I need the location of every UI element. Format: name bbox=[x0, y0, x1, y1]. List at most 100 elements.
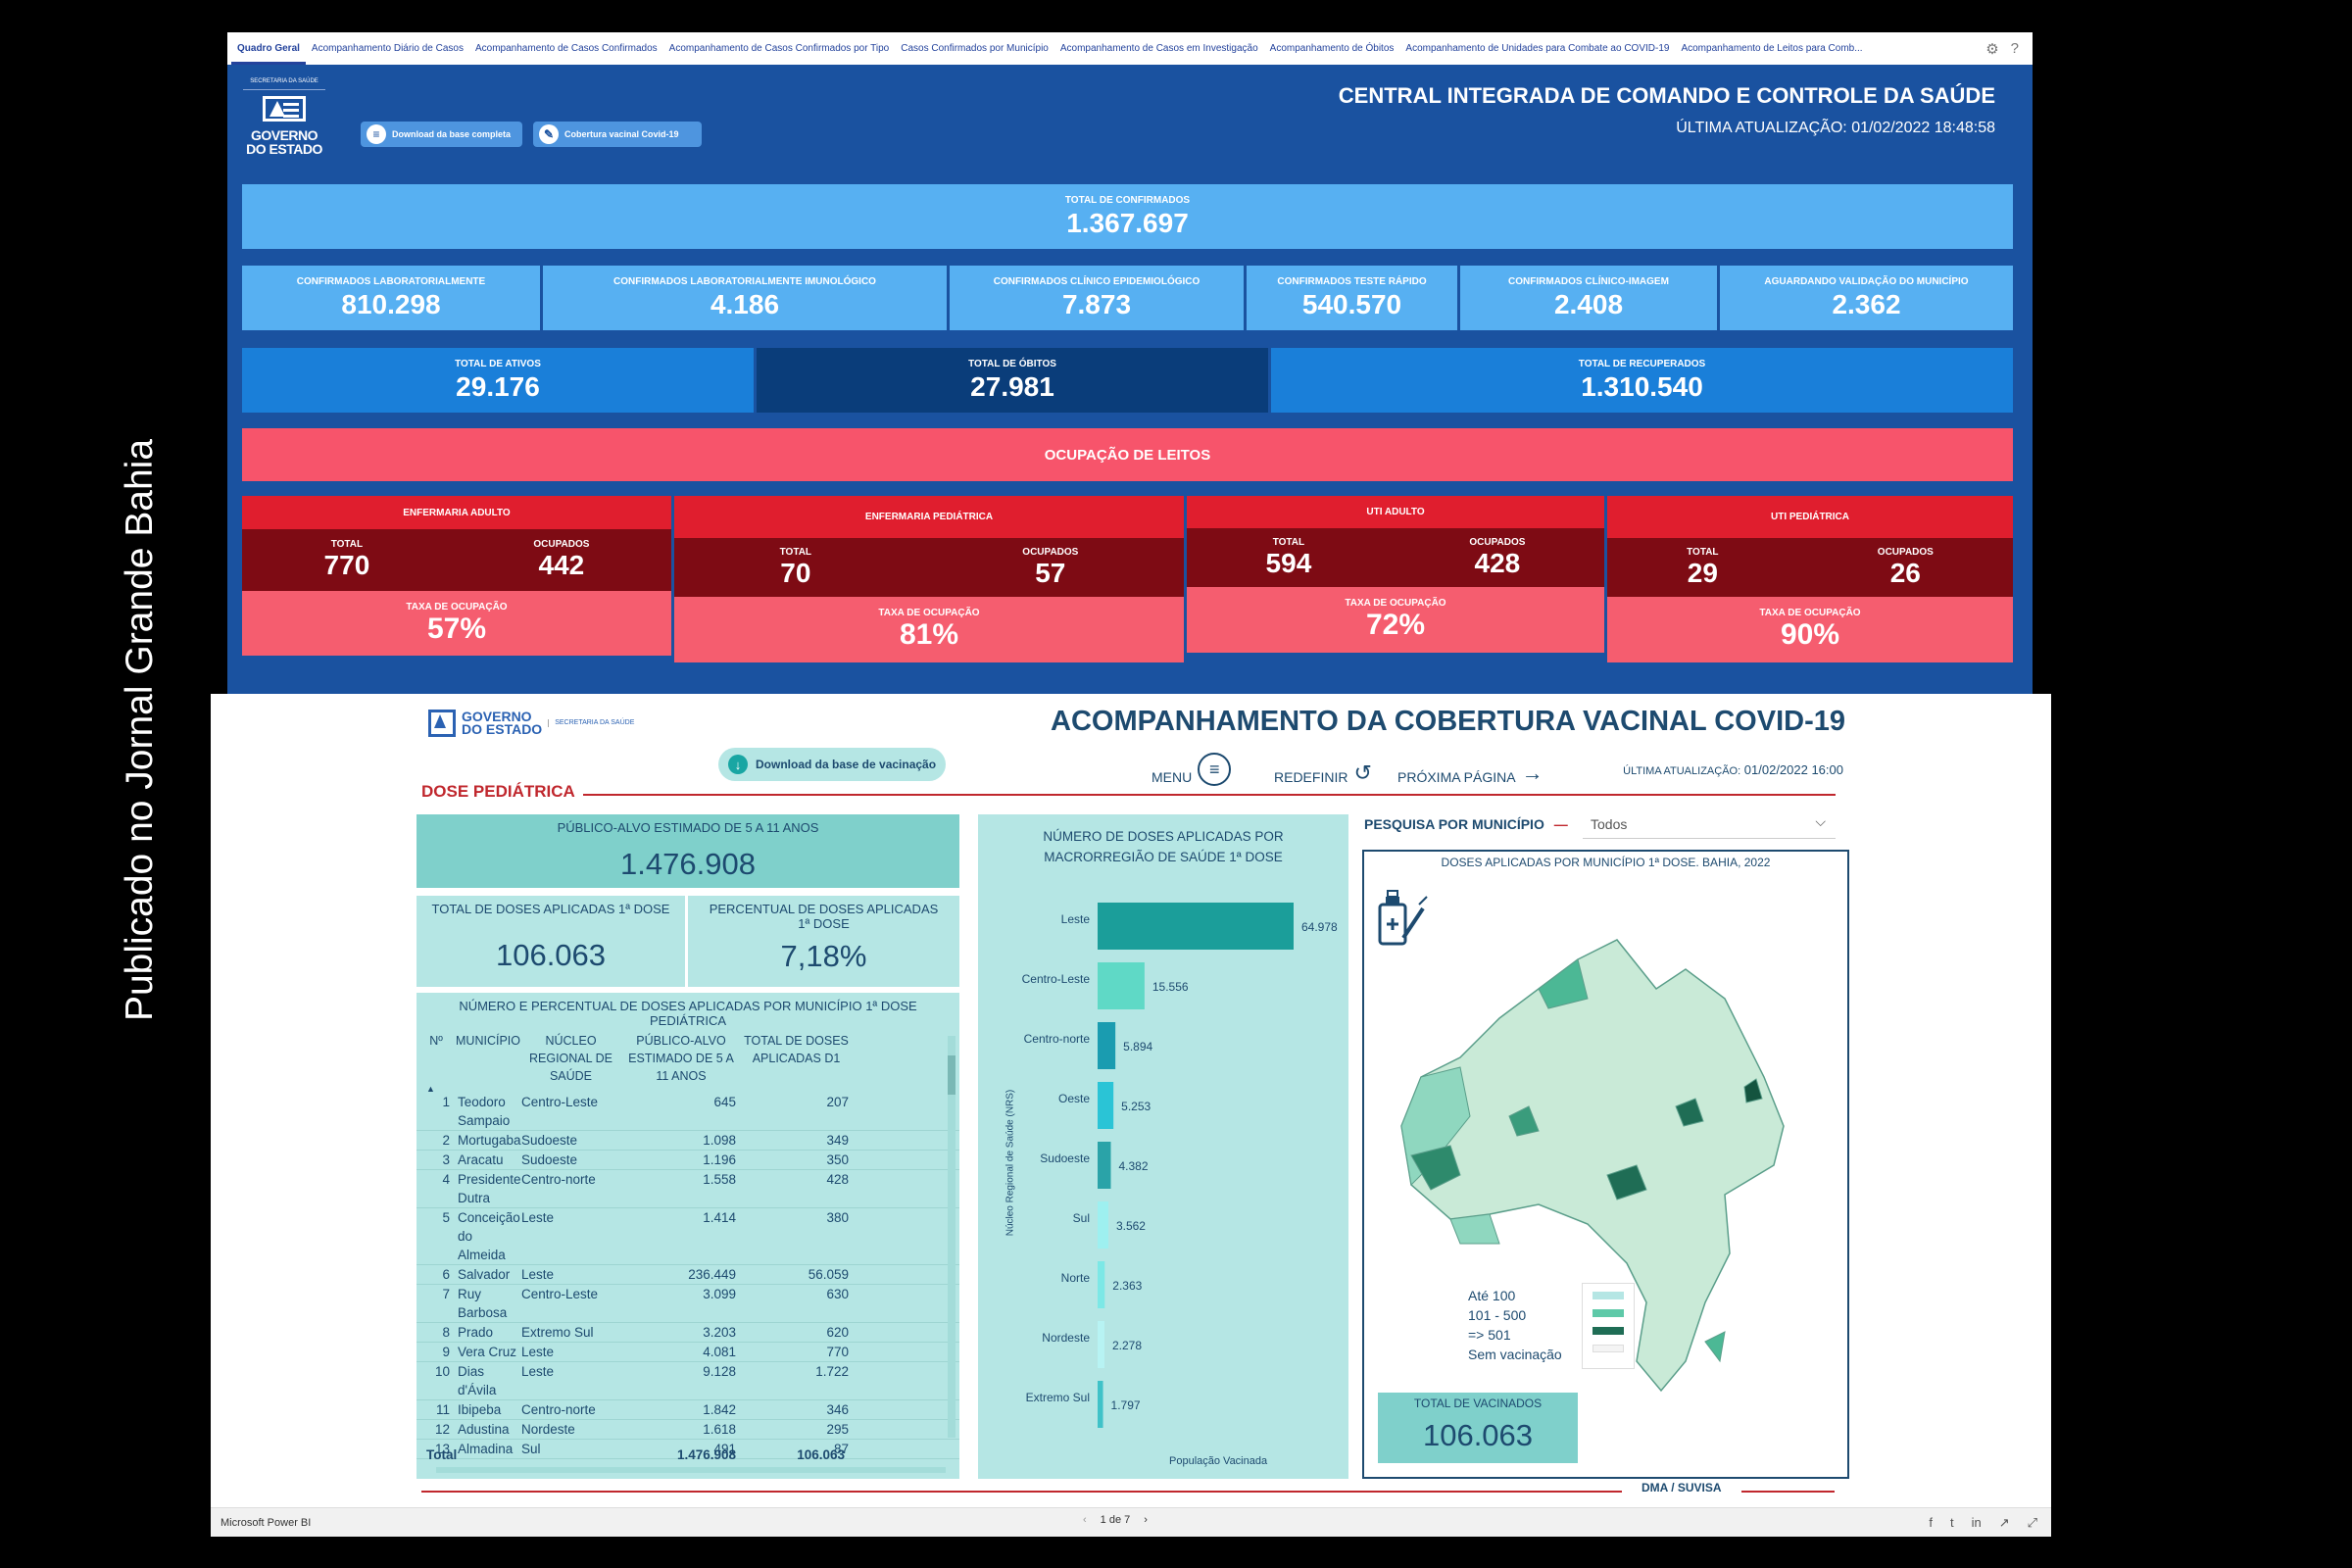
bed-card-uti-adulto: UTI ADULTO TOTAL 594 OCUPADOS 428 TAXA DE … bbox=[1187, 496, 1604, 653]
col-header[interactable]: MUNICÍPIO bbox=[456, 1034, 520, 1048]
facebook-icon[interactable]: f bbox=[1929, 1515, 1933, 1530]
linkedin-icon[interactable]: in bbox=[1971, 1515, 1982, 1530]
tab-item[interactable]: Acompanhamento de Leitos para Comb... bbox=[1681, 43, 1863, 54]
bar[interactable] bbox=[1098, 1201, 1108, 1249]
table-row[interactable]: 5 Conceição do Almeida Leste 1.414 380 bbox=[416, 1208, 959, 1265]
row-number: 6 bbox=[442, 1267, 450, 1282]
row-nucleo: Nordeste bbox=[521, 1422, 575, 1437]
bar[interactable] bbox=[1098, 903, 1294, 950]
table-row[interactable]: 13 Almadina Sul 491 87 bbox=[416, 1440, 959, 1459]
row-nucleo: Leste bbox=[521, 1267, 555, 1282]
bar[interactable] bbox=[1098, 1381, 1103, 1428]
dash-icon: — bbox=[1553, 816, 1568, 832]
tab-item[interactable]: Quadro Geral bbox=[231, 32, 306, 65]
tile-publico-alvo: PÚBLICO-ALVO ESTIMADO DE 5 A 11 ANOS 1.4… bbox=[416, 814, 959, 888]
tab-item[interactable]: Acompanhamento de Casos Confirmados bbox=[475, 43, 658, 54]
tab-item[interactable]: Acompanhamento de Óbitos bbox=[1269, 43, 1395, 54]
bed-rate: TAXA DE OCUPAÇÃO 81% bbox=[674, 597, 1184, 662]
row-doses: 428 bbox=[826, 1172, 849, 1187]
table-row[interactable]: 3 Aracatu Sudoeste 1.196 350 bbox=[416, 1151, 959, 1170]
bed-total-value: 29 bbox=[1687, 557, 1718, 588]
cobertura-vacinal-button[interactable]: ✎ Cobertura vacinal Covid-19 bbox=[533, 122, 702, 147]
download-base-button[interactable]: ≡ Download da base completa bbox=[361, 122, 522, 147]
kpi-label: AGUARDANDO VALIDAÇÃO DO MUNICÍPIO bbox=[1764, 275, 1969, 287]
row-publico: 1.618 bbox=[703, 1422, 736, 1437]
kpi-confirmados-imagem: CONFIRMADOS CLÍNICO-IMAGEM 2.408 bbox=[1460, 266, 1717, 330]
next-page-button[interactable]: PRÓXIMA PÁGINA → bbox=[1397, 760, 1544, 786]
row-doses: 1.722 bbox=[815, 1364, 849, 1379]
table-row[interactable]: 8 Prado Extremo Sul 3.203 620 bbox=[416, 1323, 959, 1343]
col-header[interactable]: PÚBLICO-ALVO ESTIMADO DE 5 A 11 ANOS bbox=[628, 1034, 734, 1083]
bar[interactable] bbox=[1098, 1261, 1105, 1308]
tab-item[interactable]: Acompanhamento de Casos em Investigação bbox=[1059, 43, 1258, 54]
col-header[interactable]: NÚCLEO REGIONAL DE SAÚDE bbox=[529, 1034, 612, 1083]
table-header: Nº MUNICÍPIO NÚCLEO REGIONAL DE SAÚDE PÚ… bbox=[416, 1028, 959, 1085]
menu-button[interactable]: MENU ≡ bbox=[1152, 753, 1232, 786]
bed-card-uti-pediatrica: UTI PEDIÁTRICA TOTAL 29 OCUPADOS 26 TAXA D… bbox=[1607, 496, 2013, 662]
bed-total: TOTAL 594 bbox=[1266, 537, 1312, 579]
share-icons: f t in ↗ ⤢ bbox=[1929, 1515, 2037, 1531]
fullscreen-icon[interactable]: ⤢ bbox=[2027, 1515, 2037, 1530]
cobertura-vacinal-label: Cobertura vacinal Covid-19 bbox=[564, 129, 679, 139]
bar[interactable] bbox=[1098, 1082, 1114, 1129]
bar[interactable] bbox=[1098, 1321, 1105, 1368]
legend-item: Sem vacinação bbox=[1468, 1347, 1562, 1362]
table-row[interactable]: 10 Dias d'Ávila Leste 9.128 1.722 bbox=[416, 1362, 959, 1400]
row-number: 9 bbox=[442, 1345, 450, 1359]
table-row[interactable]: 2 Mortugaba Sudoeste 1.098 349 bbox=[416, 1131, 959, 1151]
tab-item[interactable]: Acompanhamento de Casos Confirmados por … bbox=[668, 43, 890, 54]
col-header[interactable]: TOTAL DE DOSES APLICADAS D1 bbox=[744, 1034, 849, 1065]
bar[interactable] bbox=[1098, 962, 1145, 1009]
tab-item[interactable]: Acompanhamento Diário de Casos bbox=[311, 43, 464, 54]
share-icon[interactable]: ↗ bbox=[1998, 1515, 2010, 1530]
logo-text-2: DO ESTADO bbox=[462, 721, 543, 737]
table-hscrollbar[interactable] bbox=[436, 1467, 946, 1473]
row-nucleo: Centro-Leste bbox=[521, 1287, 599, 1301]
reset-button[interactable]: REDEFINIR ↺ bbox=[1274, 760, 1372, 786]
sort-icon[interactable]: ▲ bbox=[426, 1084, 435, 1094]
table-row[interactable]: 1 Teodoro Sampaio Centro-Leste 645 207 bbox=[416, 1093, 959, 1131]
table-row[interactable]: 6 Salvador Leste 236.449 56.059 bbox=[416, 1265, 959, 1285]
row-publico: 1.098 bbox=[703, 1133, 736, 1148]
bar-value-label: 15.556 bbox=[1152, 980, 1189, 994]
bed-rate: TAXA DE OCUPAÇÃO 90% bbox=[1607, 597, 2013, 662]
bar[interactable] bbox=[1098, 1142, 1111, 1189]
tab-item[interactable]: Casos Confirmados por Município bbox=[901, 43, 1049, 54]
bed-total-label: TOTAL bbox=[330, 539, 364, 550]
chart-svg: Leste 64.978 Centro-Leste 15.556 Centro-nort… bbox=[1022, 903, 1338, 1428]
bar-value-label: 2.363 bbox=[1112, 1279, 1142, 1293]
gear-icon[interactable]: ⚙ bbox=[1985, 41, 1999, 58]
col-header[interactable]: Nº bbox=[429, 1034, 443, 1048]
row-number: 1 bbox=[442, 1095, 450, 1109]
row-nucleo: Centro-Leste bbox=[521, 1095, 599, 1109]
table-row[interactable]: 9 Vera Cruz Leste 4.081 770 bbox=[416, 1343, 959, 1362]
bar[interactable] bbox=[1098, 1022, 1116, 1069]
next-page-icon[interactable]: › bbox=[1144, 1514, 1148, 1526]
table-row[interactable]: 7 Ruy Barbosa Centro-Leste 3.099 630 bbox=[416, 1285, 959, 1323]
table-row[interactable]: 11 Ibipeba Centro-norte 1.842 346 bbox=[416, 1400, 959, 1420]
map-total-vaccinated: TOTAL DE VACINADOS 106.063 bbox=[1378, 1393, 1578, 1463]
table-row[interactable]: 12 Adustina Nordeste 1.618 295 bbox=[416, 1420, 959, 1440]
table-row[interactable]: 4 Presidente Dutra Centro-norte 1.558 428 bbox=[416, 1170, 959, 1208]
bed-occupied-value: 57 bbox=[1035, 557, 1066, 588]
row-municipio: Ruy Barbosa bbox=[458, 1287, 508, 1320]
municipality-filter-dropdown[interactable]: Todos ⌵ bbox=[1583, 809, 1836, 839]
scrollbar-thumb[interactable] bbox=[948, 1055, 956, 1095]
download-vaccination-button[interactable]: ↓ Download da base de vacinação bbox=[718, 748, 946, 781]
row-publico: 1.842 bbox=[703, 1402, 736, 1417]
row-municipio: Aracatu bbox=[458, 1152, 504, 1167]
table-scrollbar[interactable] bbox=[948, 1036, 956, 1438]
bed-occupied-value: 428 bbox=[1474, 547, 1521, 578]
bar-value-label: 64.978 bbox=[1301, 920, 1338, 934]
prev-page-icon[interactable]: ‹ bbox=[1083, 1514, 1087, 1526]
bed-total-value: 770 bbox=[323, 550, 370, 580]
row-publico: 3.203 bbox=[703, 1325, 736, 1340]
bar-category-label: Nordeste bbox=[1042, 1331, 1090, 1345]
help-icon[interactable]: ? bbox=[2010, 40, 2019, 57]
tab-item[interactable]: Acompanhamento de Unidades para Combate … bbox=[1405, 43, 1670, 54]
row-municipio: Salvador bbox=[458, 1267, 511, 1282]
tile-value: 7,18% bbox=[780, 939, 867, 973]
twitter-icon[interactable]: t bbox=[1949, 1515, 1954, 1530]
reset-icon: ↺ bbox=[1353, 760, 1372, 785]
bed-occupied: OCUPADOS 428 bbox=[1469, 537, 1525, 579]
